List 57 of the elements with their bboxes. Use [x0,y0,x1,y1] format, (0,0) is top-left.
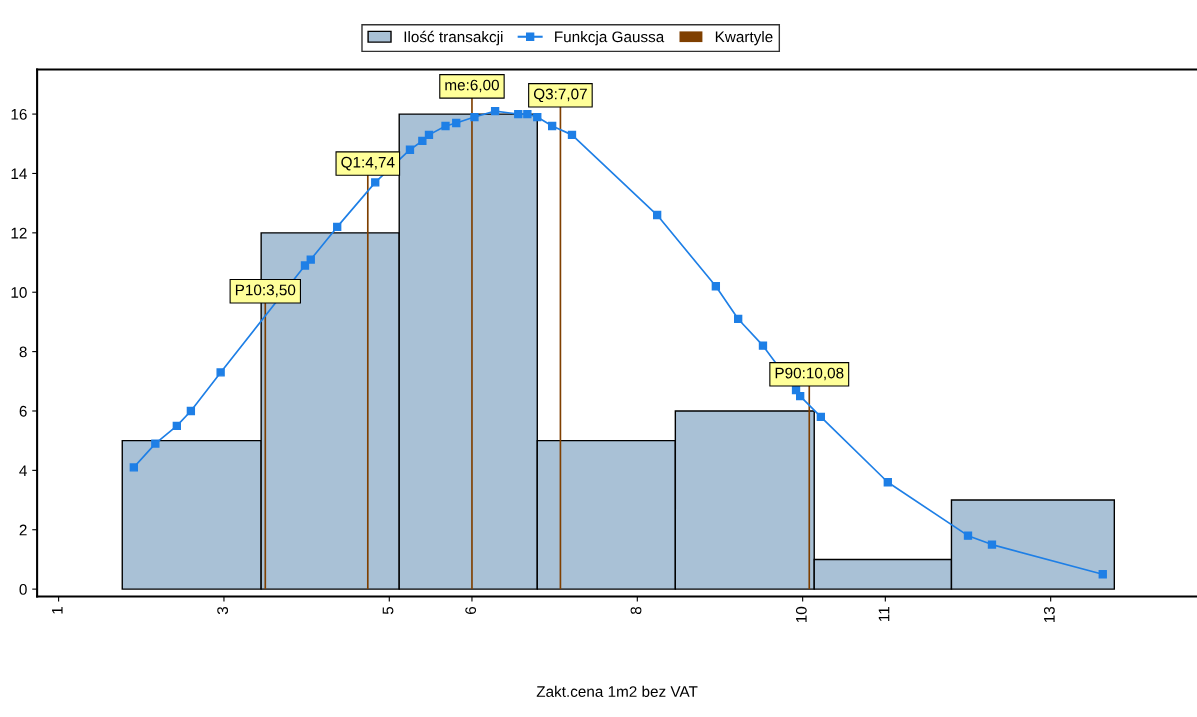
y-tick-label: 16 [11,108,27,120]
point [405,145,415,154]
y-tick-label: 0 [19,583,27,595]
point [441,121,450,131]
point [172,421,181,430]
point [306,255,315,264]
point [470,112,479,122]
point [758,341,768,350]
y-tick-label: 2 [19,524,27,536]
point [216,368,225,377]
point [418,136,427,145]
point [452,118,461,128]
point [371,178,380,187]
point [151,439,160,448]
y-tick-label: 4 [19,465,27,476]
point [1098,570,1107,579]
point [523,109,532,119]
point [734,314,743,324]
point [533,112,542,122]
point [490,106,500,116]
annotation: P10:3,50 [235,284,296,298]
legend-label: Funkcja Gaussa [555,31,665,46]
y-tick-label: 10 [11,287,27,298]
point [547,121,557,131]
x-tick-label: 13 [1043,606,1055,623]
x-tick-label: 8 [630,606,642,615]
x-tick-label: 3 [217,606,229,615]
point [652,210,662,220]
x-tick-label: 10 [795,606,807,623]
y-tick-label: 12 [11,227,27,239]
x-tick-label: 6 [465,606,477,614]
point [300,261,310,270]
x-axis-title: Zakt.cena 1m2 bez VAT [536,685,698,697]
point [711,282,721,291]
legend-label: Kwartyle [715,31,773,46]
point [987,540,997,549]
x-tick-label: 11 [878,607,890,621]
point [129,463,139,472]
legend-label: Ilość transakcji [404,30,503,46]
point [333,222,342,232]
annotation: Q3:7,07 [533,88,587,103]
point [883,478,892,487]
x-tick-label: 5 [382,606,394,615]
point [796,391,805,401]
point [816,412,826,422]
point [514,109,523,119]
y-tick-label: 8 [19,346,27,358]
annotation: me:6,00 [445,79,499,93]
x-tick-label: 1 [52,607,63,614]
y-tick-label: 14 [11,168,27,179]
point [567,130,577,140]
point [186,406,196,416]
annotation: P90:10,08 [775,367,844,381]
annotation: Q1:4,74 [341,156,395,171]
y-tick-label: 6 [19,405,27,417]
point [963,531,973,540]
point [424,130,434,140]
